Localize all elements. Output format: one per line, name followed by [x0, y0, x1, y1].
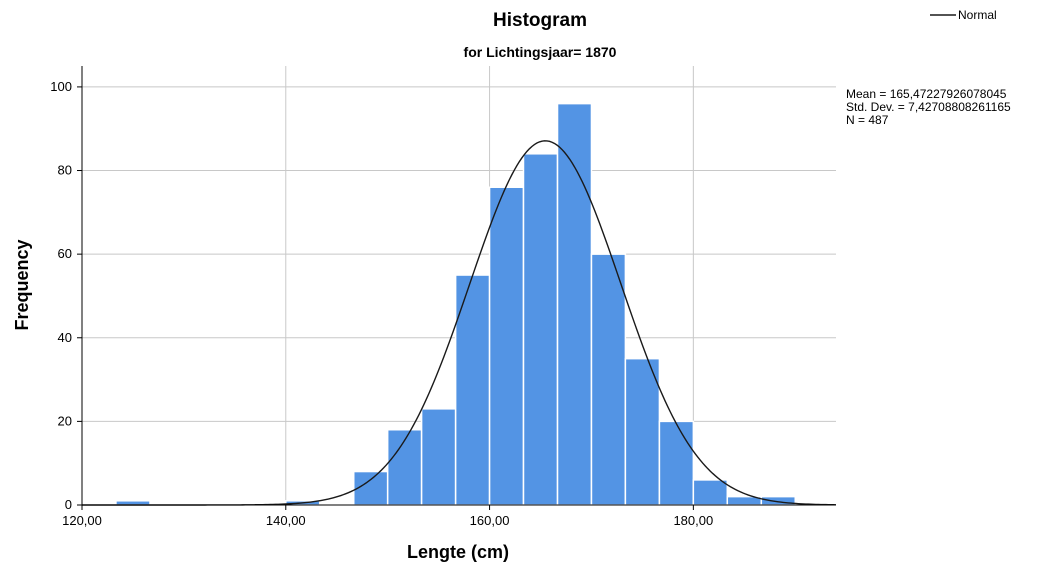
histogram-bar: [658, 420, 695, 506]
stats-box: Mean = 165,47227926078045 Std. Dev. = 7,…: [846, 87, 1011, 127]
histogram-bar: [590, 253, 627, 506]
histogram-bar: [556, 102, 593, 506]
axes: [81, 66, 836, 506]
y-tick-label: 60: [58, 246, 72, 261]
histogram-bar: [624, 357, 661, 506]
chart-subtitle: for Lichtingsjaar= 1870: [464, 44, 617, 60]
y-axis-label: Frequency: [12, 239, 32, 330]
histogram-bars: [115, 102, 796, 506]
stats-std-dev: Std. Dev. = 7,42708808261165: [846, 100, 1011, 114]
histogram-bar: [692, 479, 729, 506]
y-tick-label: 80: [58, 163, 72, 178]
histogram-bar: [522, 153, 559, 506]
histogram-bar: [488, 186, 525, 506]
x-tick-label: 140,00: [266, 513, 306, 528]
chart-title: Histogram: [493, 10, 587, 31]
stats-mean: Mean = 165,47227926078045: [846, 87, 1007, 101]
x-tick-label: 180,00: [673, 513, 713, 528]
y-tick-label: 0: [65, 497, 72, 512]
stats-n: N = 487: [846, 113, 889, 127]
x-tick-label: 120,00: [62, 513, 102, 528]
histogram-bar: [386, 428, 423, 506]
y-tick-label: 20: [58, 413, 72, 428]
legend-normal-label: Normal: [958, 8, 997, 22]
grid-lines: [82, 66, 836, 505]
histogram-bar: [420, 408, 457, 506]
legend: Normal: [930, 8, 997, 22]
y-tick-labels: 0 20 40 60 80 100: [50, 79, 82, 512]
y-tick-label: 100: [50, 79, 72, 94]
y-tick-label: 40: [58, 330, 72, 345]
x-axis-label: Lengte (cm): [407, 542, 509, 562]
histogram-bar: [454, 274, 491, 506]
x-tick-labels: 120,00 140,00 160,00 180,00: [62, 505, 713, 528]
x-tick-label: 160,00: [470, 513, 510, 528]
